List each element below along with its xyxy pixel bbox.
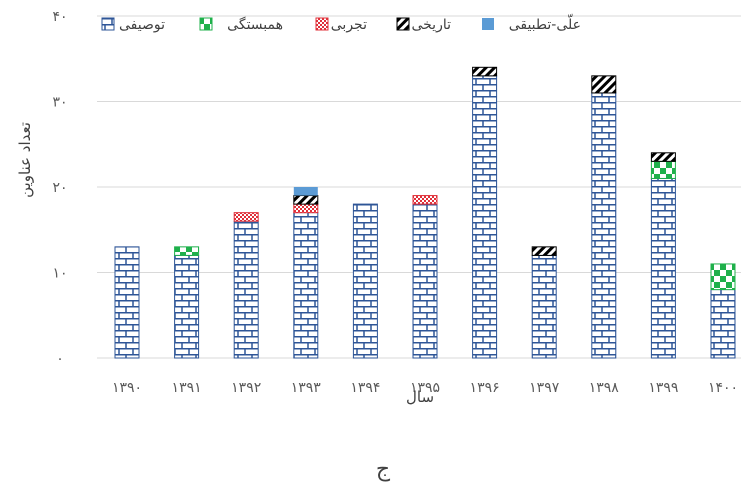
bar-historical xyxy=(591,75,617,94)
bar-descriptive xyxy=(114,246,140,359)
legend-label-causal-comparative: علّی-تطبیقی xyxy=(509,14,581,33)
bar-correlational xyxy=(710,263,736,291)
legend-label-descriptive: توصیفی xyxy=(119,17,165,33)
bar-correlational xyxy=(174,246,200,256)
x-tick-label: ۱۳۹۶ xyxy=(470,380,500,396)
bar-experimental xyxy=(293,203,319,214)
figure-caption: ج xyxy=(376,457,391,482)
legend: توصیفی همبستگی تجربی تاریخی علّی-تطبیقی xyxy=(101,14,581,33)
y-tick-label: ۳۰ xyxy=(52,95,67,111)
y-axis-ticks: ۰ ۱۰ ۲۰ ۳۰ ۴۰ xyxy=(52,9,67,367)
bar-descriptive xyxy=(233,220,259,359)
y-tick-label: ۱۰ xyxy=(52,266,67,282)
x-tick-label: ۱۳۹۴ xyxy=(350,380,380,396)
bar-descriptive xyxy=(293,212,319,359)
legend-label-historical: تاریخی xyxy=(411,17,451,33)
x-axis-title: سال xyxy=(406,388,434,406)
x-tick-label: ۱۳۹۵ xyxy=(410,380,440,396)
bar-historical xyxy=(293,195,319,205)
bar-descriptive xyxy=(412,203,438,359)
bar-historical xyxy=(472,66,498,77)
bar-historical xyxy=(531,246,557,256)
bar-experimental xyxy=(412,195,438,205)
x-tick-label: ۱۳۹۸ xyxy=(589,380,620,396)
x-tick-label: ۱۳۹۱ xyxy=(172,380,202,396)
legend-swatch-causal-comparative xyxy=(482,18,494,30)
x-tick-label: ۱۳۹۲ xyxy=(231,380,261,396)
bar-descriptive xyxy=(174,254,200,359)
bar-descriptive xyxy=(472,75,498,359)
x-tick-label: ۱۳۹۹ xyxy=(648,380,678,396)
y-tick-label: ۰ xyxy=(56,351,64,367)
legend-swatch-descriptive xyxy=(101,17,115,31)
bar-experimental xyxy=(233,212,259,222)
legend-swatch-experimental xyxy=(315,17,329,31)
bar-historical xyxy=(650,152,676,162)
bar-descriptive xyxy=(352,203,378,359)
bar-descriptive xyxy=(650,177,676,359)
legend-label-correlational: همبستگی xyxy=(227,16,283,33)
bar-causal-comparative xyxy=(293,187,318,196)
x-tick-label: ۱۳۹۳ xyxy=(291,380,322,396)
bar-descriptive xyxy=(710,289,736,359)
x-tick-label: ۱۴۰۰ xyxy=(708,380,738,396)
legend-swatch-correlational xyxy=(199,17,213,31)
bar-correlational xyxy=(650,160,676,179)
y-tick-label: ۴۰ xyxy=(52,9,67,25)
bars xyxy=(114,66,736,359)
legend-swatch-historical xyxy=(396,17,410,31)
bar-descriptive xyxy=(531,254,557,359)
bar-descriptive xyxy=(591,92,617,359)
y-tick-label: ۲۰ xyxy=(52,180,67,196)
x-tick-label: ۱۳۹۷ xyxy=(529,380,560,396)
x-axis-ticks: ۱۳۹۰ ۱۳۹۱ ۱۳۹۲ ۱۳۹۳ ۱۳۹۴ ۱۳۹۵ ۱۳۹۶ ۱۳۹۷ ۱۳۹۸ ۱۳۹۹… xyxy=(112,380,738,396)
legend-label-experimental: تجربی xyxy=(331,17,367,33)
x-tick-label: ۱۳۹۰ xyxy=(112,380,142,396)
y-axis-title: تعداد عناوین xyxy=(16,122,34,198)
